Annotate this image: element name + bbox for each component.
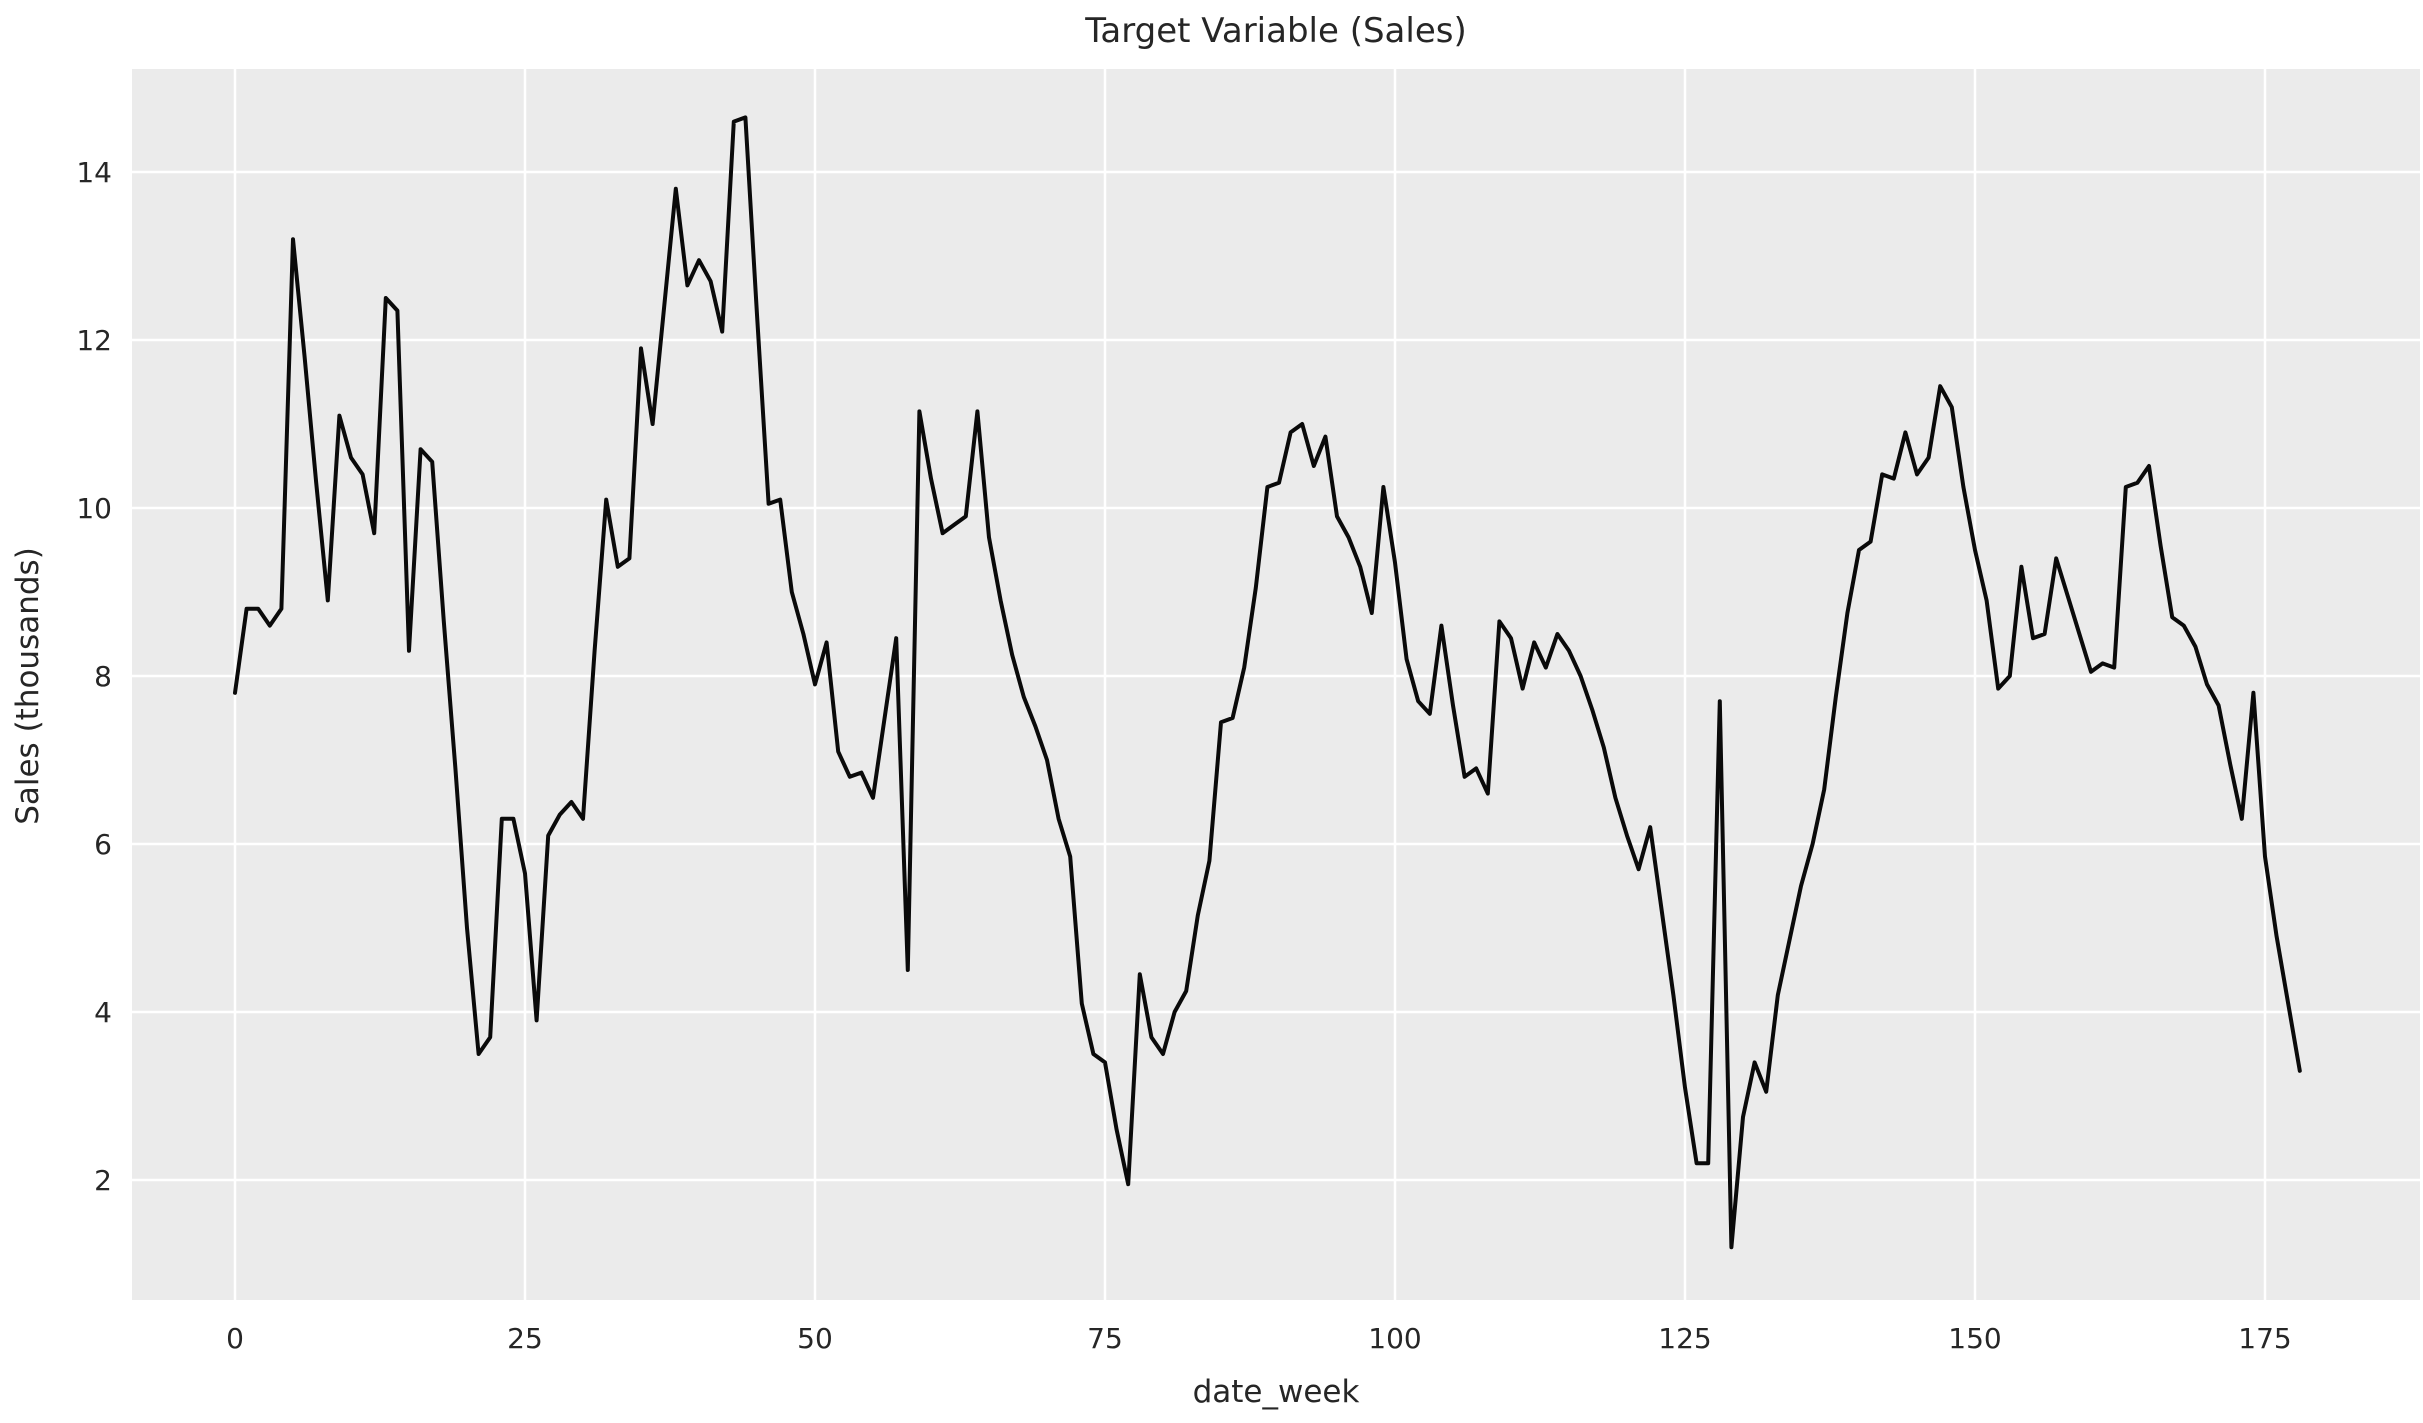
x-tick-label: 100 <box>1368 1322 1421 1355</box>
y-tick-label: 12 <box>76 324 112 357</box>
y-tick-label: 6 <box>94 828 112 861</box>
x-axis-tick-labels: 0 25 50 75 100 125 150 175 <box>226 1322 2292 1355</box>
x-tick-label: 150 <box>1948 1322 2001 1355</box>
x-tick-label: 125 <box>1658 1322 1711 1355</box>
x-axis-label: date_week <box>1193 1374 1360 1410</box>
chart-title: Target Variable (Sales) <box>1084 11 1467 51</box>
x-tick-label: 50 <box>797 1322 833 1355</box>
y-axis-tick-labels: 2 4 6 8 10 12 14 <box>76 156 112 1197</box>
y-tick-label: 4 <box>94 996 112 1029</box>
y-tick-label: 10 <box>76 492 112 525</box>
y-axis-label: Sales (thousands) <box>10 547 46 825</box>
x-tick-label: 0 <box>226 1322 244 1355</box>
x-tick-label: 175 <box>2238 1322 2291 1355</box>
x-tick-label: 25 <box>507 1322 543 1355</box>
x-tick-label: 75 <box>1087 1322 1123 1355</box>
y-tick-label: 14 <box>76 156 112 189</box>
y-tick-label: 8 <box>94 660 112 693</box>
plot-background <box>132 69 2420 1300</box>
y-tick-label: 2 <box>94 1164 112 1197</box>
sales-series-line <box>233 115 2302 1250</box>
gridlines <box>132 69 2420 1300</box>
